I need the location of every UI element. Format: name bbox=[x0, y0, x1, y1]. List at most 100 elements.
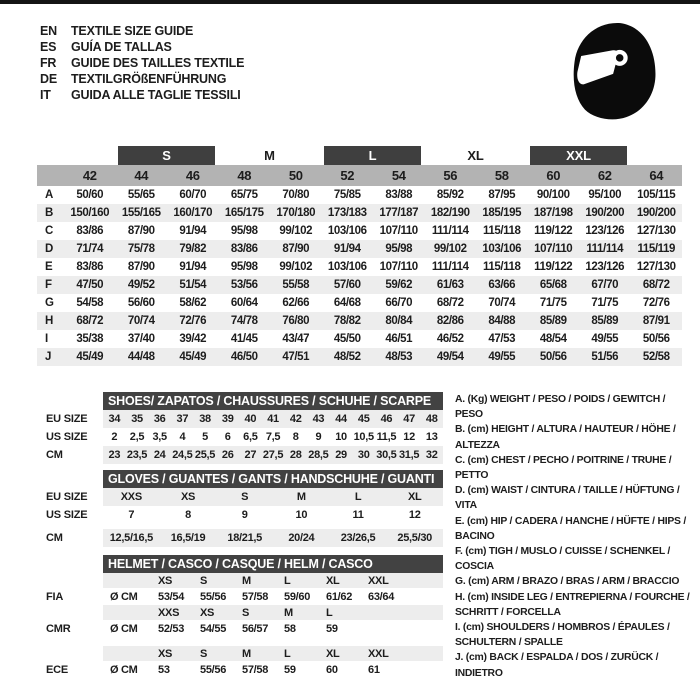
measurement-key: F bbox=[45, 279, 53, 291]
shoe-size-value: 32 bbox=[425, 449, 438, 461]
measurement-value: 87/95 bbox=[488, 189, 516, 201]
shoe-size-value: 26 bbox=[221, 449, 234, 461]
measurement-value: 91/94 bbox=[179, 225, 207, 237]
shoe-size-value: 29 bbox=[335, 449, 347, 461]
spacer bbox=[37, 146, 115, 165]
legend-line: I. (cm) SHOULDERS / HOMBROS / ÉPAULES / … bbox=[455, 622, 670, 649]
measurement-value: 39/42 bbox=[179, 333, 207, 345]
helmet-size-label: L bbox=[326, 606, 333, 619]
gloves-section: GLOVES / GUANTES / GANTS / HANDSCHUHE / … bbox=[46, 470, 443, 547]
shoe-size-value: 42 bbox=[289, 413, 302, 425]
helmet-standard-groups: XS S M L XL XXL bbox=[46, 573, 443, 678]
language-code: EN bbox=[40, 24, 57, 38]
measurement-row: I 35/38 37/40 39/42 41/45 43/47 bbox=[37, 330, 682, 348]
measurement-value: 46/50 bbox=[230, 351, 258, 363]
row-label: EU SIZE bbox=[46, 413, 88, 425]
measurement-value: 67/70 bbox=[591, 279, 619, 291]
size-group-cell: S bbox=[115, 146, 218, 165]
spacer bbox=[630, 146, 682, 165]
measurement-value: 72/76 bbox=[642, 297, 670, 309]
measurement-row: D 71/74 75/78 79/82 83/86 87/90 bbox=[37, 240, 682, 258]
helmet-size-value: 63/64 bbox=[368, 590, 395, 603]
helmet-value-cells: 52/53 54/55 56/57 58 59 bbox=[158, 623, 410, 635]
gloves-cells: XXS XS S M L XL bbox=[103, 491, 443, 503]
helmet-size-label: M bbox=[242, 647, 251, 660]
helmet-standard-group: XS S M L XL XXL bbox=[46, 646, 443, 678]
glove-size-value: 12 bbox=[408, 509, 421, 521]
measurement-value: 165/175 bbox=[224, 207, 264, 219]
measurement-key: D bbox=[45, 243, 54, 255]
measurement-value: 46/52 bbox=[436, 333, 464, 345]
shoe-size-value: 43 bbox=[312, 413, 325, 425]
measurement-value: 57/60 bbox=[333, 279, 361, 291]
guide-title: GUÍA DE TALLAS bbox=[71, 40, 172, 54]
helmet-size-cells: XXS XS S M L bbox=[158, 607, 410, 619]
measurement-value: 51/54 bbox=[179, 279, 207, 291]
shoe-size-value: 8 bbox=[292, 431, 299, 443]
shoes-row: CM 23 23,5 24 24,5 25,5 bbox=[46, 446, 443, 464]
helmet-size-value: 56/57 bbox=[242, 622, 269, 635]
measurement-value: 61/63 bbox=[436, 279, 464, 291]
measurement-value: 71/74 bbox=[76, 243, 104, 255]
size-group-label: S bbox=[118, 146, 215, 165]
glove-size-value: 12,5/16,5 bbox=[109, 532, 153, 544]
shoe-size-value: 11,5 bbox=[376, 431, 397, 443]
measurement-value: 115/118 bbox=[482, 261, 521, 273]
numeric-size-cells: 42 44 46 48 50 52 54 56 58 60 bbox=[64, 168, 682, 183]
numeric-size: 52 bbox=[340, 168, 355, 183]
measurement-value: 119/122 bbox=[534, 261, 573, 273]
shoe-size-value: 27 bbox=[244, 449, 257, 461]
numeric-size: 56 bbox=[443, 168, 458, 183]
measurement-value: 75/85 bbox=[333, 189, 361, 201]
glove-size-value: 11 bbox=[352, 509, 364, 521]
helmet-size-label: XL bbox=[326, 647, 340, 660]
shoes-section: SHOES/ ZAPATOS / CHAUSSURES / SCHUHE / S… bbox=[46, 392, 443, 464]
measurement-cells: 35/38 37/40 39/42 41/45 43/47 45/50 46 bbox=[64, 333, 682, 345]
measurement-value: 47/51 bbox=[282, 351, 310, 363]
measurement-value: 45/50 bbox=[333, 333, 361, 345]
shoe-size-value: 40 bbox=[244, 413, 257, 425]
measurement-value: 115/119 bbox=[637, 243, 675, 255]
measurement-value: 59/62 bbox=[385, 279, 413, 291]
measurement-cells: 50/60 55/65 60/70 65/75 70/80 75/85 83 bbox=[64, 189, 682, 201]
measurement-value: 80/84 bbox=[385, 315, 413, 327]
glove-size-value: 18/21,5 bbox=[227, 532, 262, 544]
glove-size-value: 23/26,5 bbox=[340, 532, 376, 544]
glove-size-value: M bbox=[296, 491, 306, 503]
measurement-legend: A. (Kg) WEIGHT / PESO / POIDS / GEWITCH … bbox=[455, 392, 695, 681]
measurement-value: 115/118 bbox=[482, 225, 521, 237]
glove-size-value: 8 bbox=[185, 509, 191, 521]
measurement-value: 99/102 bbox=[279, 261, 313, 273]
helmet-size-value: 61 bbox=[368, 663, 380, 676]
legend-line: C. (cm) CHEST / PECHO / POITRINE / TRUHE… bbox=[455, 454, 672, 482]
measurement-value: 76/80 bbox=[282, 315, 310, 327]
measurement-cells: 47/50 49/52 51/54 53/56 55/58 57/60 59 bbox=[64, 279, 682, 291]
measurement-value: 123/126 bbox=[585, 261, 625, 273]
legend-line: J. (cm) BACK / ESPALDA / DOS / ZURÜCK / … bbox=[455, 652, 659, 679]
helmet-size-value bbox=[368, 623, 410, 635]
shoe-size-value: 13 bbox=[425, 431, 438, 443]
measurement-value: 49/54 bbox=[436, 351, 464, 363]
measurement-value: 63/66 bbox=[488, 279, 516, 291]
measurement-value: 127/130 bbox=[636, 225, 676, 237]
measurement-value: 68/72 bbox=[436, 297, 464, 309]
measurement-value: 187/198 bbox=[533, 207, 573, 219]
measurement-value: 123/126 bbox=[585, 225, 625, 237]
helmet-size-label: XXL bbox=[368, 647, 389, 660]
measurement-value: 49/52 bbox=[127, 279, 155, 291]
measurement-value: 60/64 bbox=[230, 297, 258, 309]
gloves-row: US SIZE 7 8 9 10 11 bbox=[46, 506, 443, 524]
measurement-value: 50/56 bbox=[642, 333, 670, 345]
measurement-value: 91/94 bbox=[333, 243, 361, 255]
measurement-value: 182/190 bbox=[430, 207, 470, 219]
measurement-value: 71/75 bbox=[539, 297, 567, 309]
shoe-size-value: 30 bbox=[357, 449, 370, 461]
size-group-label: XXL bbox=[530, 146, 627, 165]
measurement-value: 51/56 bbox=[591, 351, 619, 363]
measurement-value: 103/106 bbox=[327, 261, 367, 273]
measurement-value: 111/114 bbox=[586, 243, 624, 255]
size-group-row: S M L XL XXL bbox=[37, 146, 682, 165]
measurement-value: 68/72 bbox=[642, 279, 670, 291]
shoes-cells: 23 23,5 24 24,5 25,5 26 27 bbox=[103, 449, 443, 461]
shoe-size-value: 30,5 bbox=[376, 449, 397, 461]
